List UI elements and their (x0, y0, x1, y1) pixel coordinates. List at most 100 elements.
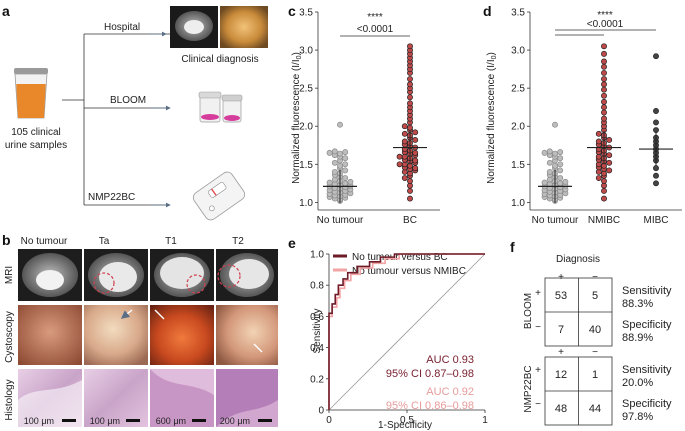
data-point (601, 86, 607, 93)
d-xtick-nmibc: NMIBC (588, 215, 620, 226)
data-point (342, 180, 349, 187)
roc-curve-nmibc (328, 253, 485, 410)
f-nmp-tp: 12 (555, 369, 567, 381)
branch-nmp22: NMP22BC (88, 192, 135, 203)
f-bloom-spec: 88.9% (622, 332, 653, 344)
data-point (342, 167, 349, 174)
data-point (606, 152, 613, 159)
data-point (412, 129, 419, 136)
panel-label-e: e (288, 235, 296, 251)
roc-y-tick-label: 0 (318, 406, 324, 417)
data-point (552, 121, 558, 128)
data-point (342, 149, 349, 156)
f-nmp-sens-label: Sensitivity (622, 364, 672, 376)
e-ci-nmibc: 95% CI 0.86–0.98 (386, 400, 474, 412)
scale-bar-label-3: 600 μm (156, 416, 186, 426)
f-bloom-label: BLOOM (523, 293, 534, 329)
y-tick-label: 1.0 (299, 198, 313, 209)
d-xtick-mibc: MIBC (644, 215, 669, 226)
roc-y-tick-label: 0.2 (310, 374, 324, 385)
col-ta: Ta (99, 236, 110, 247)
data-point (407, 81, 413, 88)
data-point (606, 167, 613, 174)
f-nmp-label: NMP22BC (523, 365, 534, 412)
branch-bloom: BLOOM (110, 95, 146, 106)
data-point (412, 136, 419, 143)
histology-row: 100 μm 100 μm 600 μm 200 μm (18, 369, 278, 427)
sample-label-line1: 105 clinical (11, 127, 60, 138)
d-pvalue: <0.0001 (587, 19, 624, 30)
f-bloom-row-plus: + (535, 288, 541, 299)
data-point (601, 76, 607, 82)
y-tick-label: 1.5 (299, 160, 313, 171)
data-point (595, 175, 602, 181)
panel-label-b: b (2, 232, 11, 248)
row-mri: MRI (4, 266, 15, 284)
data-point (595, 138, 602, 145)
y-tick-label: 3.5 (511, 8, 525, 19)
data-point (396, 161, 403, 168)
f-nmp-fp: 1 (592, 369, 598, 381)
e-auc-bc: AUC 0.93 (426, 354, 474, 366)
roc-reference-line (328, 253, 486, 411)
y-tick-label: 2.0 (299, 122, 313, 133)
y-tick-label: 2.5 (511, 84, 525, 95)
data-point (412, 165, 419, 172)
branch-lines (62, 33, 180, 206)
data-point (342, 175, 349, 181)
data-point (601, 92, 607, 99)
data-point (401, 130, 408, 137)
data-point (557, 155, 564, 162)
f-col-minus-2: − (592, 347, 598, 358)
data-point (653, 127, 659, 133)
roc-y-tick-label: 0.6 (310, 312, 324, 323)
col-no-tumour: No tumour (21, 236, 68, 247)
data-point (331, 168, 338, 175)
panel-label-c: c (288, 3, 296, 19)
data-point (601, 109, 607, 116)
data-point (601, 195, 607, 202)
data-point (326, 149, 333, 156)
data-point (606, 136, 613, 143)
data-point (557, 149, 564, 156)
f-bloom-fn: 7 (558, 324, 564, 336)
data-point (601, 43, 607, 50)
data-point (601, 58, 607, 65)
y-tick-label: 1.5 (511, 160, 525, 171)
f-nmp-sens: 20.0% (622, 377, 653, 389)
data-point (401, 175, 408, 181)
nmp22-test-strip-icon (192, 171, 246, 221)
data-point (653, 165, 659, 172)
c-stars: **** (367, 12, 383, 23)
f-diagnosis-label: Diagnosis (556, 254, 600, 265)
data-point (546, 148, 553, 155)
col-t1: T1 (165, 236, 177, 247)
data-point (396, 153, 403, 160)
e-legend-nmibc: No tumour versus NMIBC (352, 266, 466, 277)
f-bloom-tp: 53 (555, 290, 567, 302)
data-point (412, 157, 419, 164)
sample-label-line2: urine samples (5, 140, 67, 151)
cystoscopy-row (18, 305, 278, 365)
roc-curve-bc (328, 253, 485, 410)
data-point (557, 161, 564, 168)
cystoscopy-thumbnail (220, 6, 268, 48)
data-point (347, 178, 354, 185)
panel-b: b No tumour Ta T1 T2 MRI Cystoscopy Hist… (2, 232, 278, 427)
scale-bar-label-1: 100 μm (24, 416, 54, 426)
clinical-diagnosis-label: Clinical diagnosis (181, 54, 258, 65)
d-xtick-no-tumour: No tumour (532, 215, 579, 226)
f-nmp-tn: 44 (589, 403, 601, 415)
data-point (601, 50, 607, 57)
data-point (601, 98, 607, 105)
panel-label-a: a (2, 3, 10, 19)
data-point (401, 123, 408, 130)
panel-label-d: d (483, 3, 492, 19)
data-point (407, 94, 413, 101)
f-col-plus: + (558, 272, 564, 283)
panel-a: a 105 clinical urine samples Hospital BL… (2, 3, 268, 221)
data-point (562, 178, 569, 185)
f-bloom-sens: 88.3% (622, 298, 653, 310)
data-point (331, 148, 338, 155)
